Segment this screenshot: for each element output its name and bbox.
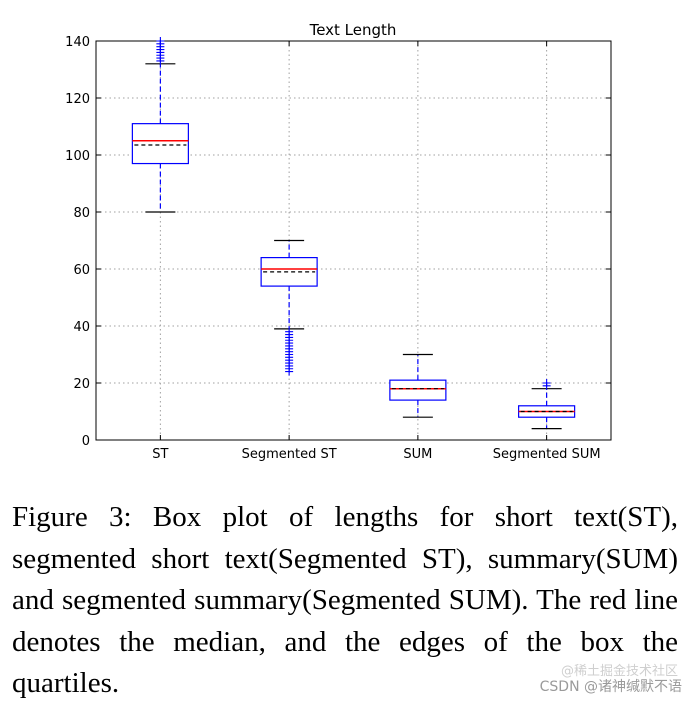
y-tick-label: 60: [73, 263, 90, 278]
y-tick-label: 40: [73, 320, 90, 335]
y-axis: 0 20 40 60 80 100 120 140: [65, 35, 611, 449]
box-plot-chart: Text Length 0 20 40 60 80 100 120 140 ST Segment…: [65, 21, 612, 462]
x-tick-label: Segmented ST: [242, 447, 337, 462]
box-group: [389, 353, 447, 418]
grid-layer: [96, 41, 611, 440]
x-tick-label: ST: [152, 447, 168, 462]
plot-frame: [95, 40, 612, 441]
y-tick-label: 140: [65, 35, 90, 50]
box-group: [518, 379, 576, 430]
y-tick-label: 20: [73, 377, 90, 392]
y-tick-label: 80: [73, 206, 90, 221]
chart-title: Text Length: [309, 21, 397, 39]
outlier-point: [285, 327, 294, 336]
x-tick-label: SUM: [403, 447, 432, 462]
box-iqr: [131, 123, 189, 165]
watermark-faint: @稀土掘金技术社区: [560, 664, 678, 679]
y-tick-label: 120: [65, 92, 90, 107]
box-group: [260, 239, 318, 376]
y-tick-label: 0: [82, 434, 90, 449]
figure-caption: Figure 3: Box plot of lengths for short …: [12, 501, 678, 699]
boxes: [131, 37, 576, 430]
box-group: [131, 37, 189, 213]
watermark: @稀土掘金技术社区 CSDN @诸神缄默不语: [539, 664, 682, 696]
x-axis: ST Segmented ST SUM Segmented SUM: [152, 41, 601, 462]
watermark-main: CSDN @诸神缄默不语: [539, 679, 682, 695]
y-tick-label: 100: [65, 149, 90, 164]
outlier-point: [156, 37, 165, 45]
box-iqr: [389, 379, 447, 401]
outlier-point: [542, 379, 551, 387]
x-tick-label: Segmented SUM: [493, 447, 601, 462]
